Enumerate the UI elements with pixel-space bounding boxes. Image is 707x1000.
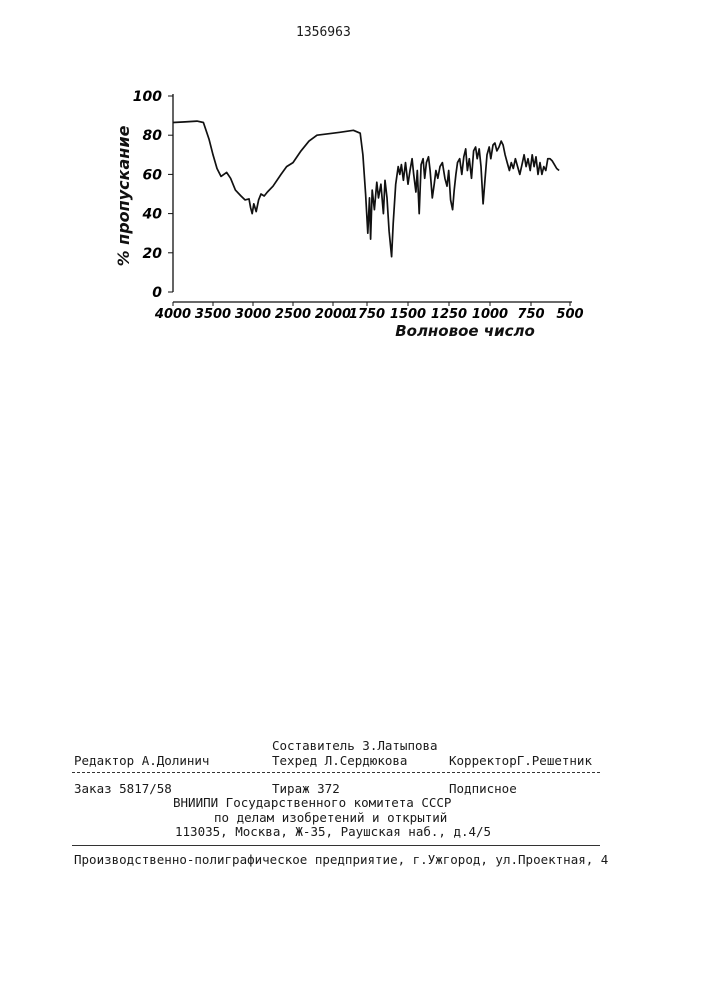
org-line-3: 113035, Москва, Ж-35, Раушская наб., д.4… xyxy=(175,824,491,839)
print-run-line: Тираж 372 xyxy=(272,781,340,796)
x-tick-label: 4000 xyxy=(154,307,191,322)
x-tick-label: 2000 xyxy=(315,307,351,322)
y-tick-label: 100 xyxy=(133,89,162,105)
printer-line: Производственно-полиграфическое предприя… xyxy=(74,852,608,867)
y-tick-label: 20 xyxy=(143,246,163,262)
org-line-1: ВНИИПИ Государственного комитета СССР xyxy=(173,795,451,810)
x-tick-label: 1000 xyxy=(472,307,508,322)
y-tick-label: 0 xyxy=(152,285,162,301)
divider-2 xyxy=(72,845,600,846)
y-tick-label: 80 xyxy=(143,128,163,144)
x-tick-label: 3500 xyxy=(195,307,231,322)
y-axis-label: % пропускание xyxy=(114,125,133,266)
x-tick-label: 1500 xyxy=(390,307,426,322)
transmittance-line xyxy=(173,121,559,257)
y-tick-label: 60 xyxy=(143,167,163,183)
order-line: Заказ 5817/58 xyxy=(74,781,172,796)
x-tick-label: 2500 xyxy=(275,307,311,322)
chart-tick-labels: 0 20 40 60 80 100 4000 3500 3000 2500 20001750 1500… xyxy=(133,89,584,322)
divider-1 xyxy=(72,772,600,773)
x-tick-label: 1250 xyxy=(431,307,467,322)
techred-line: Техред Л.Сердюкова xyxy=(272,753,407,768)
y-tick-label: 40 xyxy=(142,207,163,223)
x-tick-label: 1750 xyxy=(349,307,385,322)
x-axis-label: Волновое число xyxy=(395,322,535,340)
x-tick-label: 3000 xyxy=(235,307,271,322)
editor-line: Редактор А.Долинич xyxy=(74,753,209,768)
org-line-2: по делам изобретений и открытий xyxy=(214,810,447,825)
ir-spectrum-chart: 0 20 40 60 80 100 4000 3500 3000 2500 20001750 1500… xyxy=(0,0,707,360)
corrector-line: КорректорГ.Решетник xyxy=(449,753,592,768)
x-tick-label: 750 xyxy=(517,307,544,322)
compiler-line: Составитель З.Латыпова xyxy=(272,738,438,753)
subscription-line: Подписное xyxy=(449,781,517,796)
x-tick-label: 500 xyxy=(556,307,583,322)
